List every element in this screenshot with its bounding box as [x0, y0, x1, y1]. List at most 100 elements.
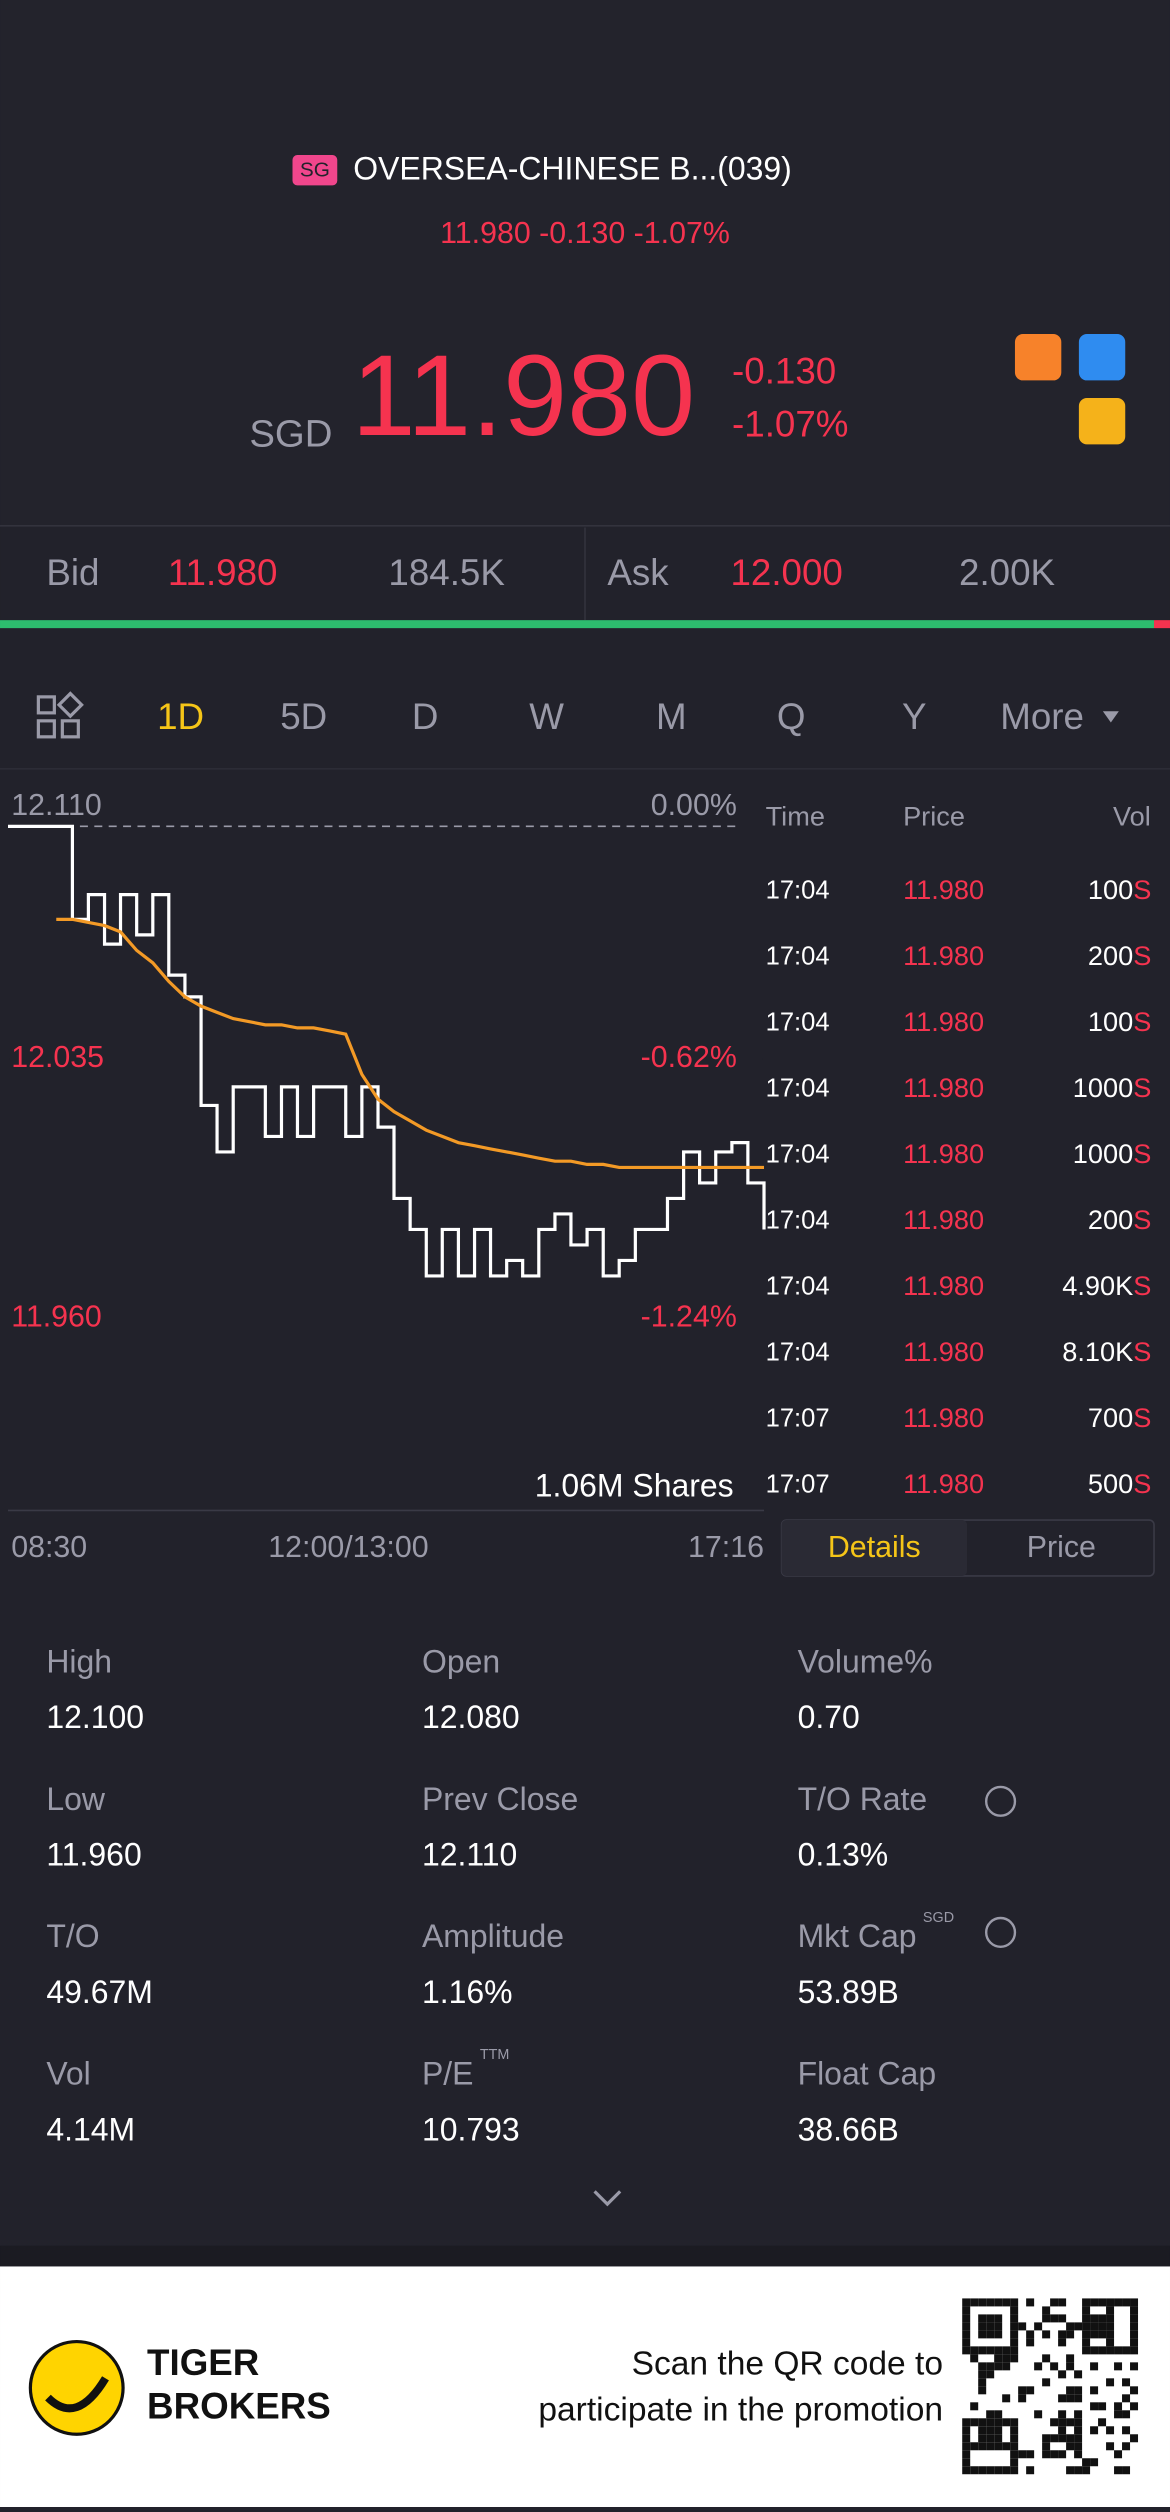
qr-cell: [1074, 2394, 1083, 2403]
ask-price: 12.000: [730, 552, 842, 593]
period-tab[interactable]: W: [529, 696, 564, 737]
qr-cell: [1050, 2450, 1059, 2459]
qr-cell: [1018, 2322, 1027, 2331]
icon-short[interactable]: [1014, 334, 1062, 381]
info-icon[interactable]: [984, 1916, 1017, 1948]
qr-cell: [1122, 2378, 1131, 2387]
bid-bar: [0, 620, 1155, 629]
period-tab[interactable]: Q: [777, 696, 806, 737]
trade-side: S: [1133, 1072, 1151, 1103]
icon-dollar[interactable]: [1078, 397, 1126, 445]
qr-cell: [1066, 2322, 1075, 2331]
qr-cell: [1074, 2466, 1083, 2475]
stat-label: Amplitude: [422, 1918, 564, 1954]
qr-cell: [1090, 2314, 1099, 2323]
period-tab[interactable]: D: [412, 696, 439, 737]
qr-cell: [1058, 2426, 1067, 2435]
qr-cell: [1058, 2394, 1067, 2403]
trade-time: 17:04: [766, 1273, 830, 1301]
trade-price: 11.980: [903, 1072, 984, 1103]
trade-side: S: [1133, 1270, 1151, 1301]
qr-cell: [994, 2314, 1003, 2323]
trade-price: 11.980: [903, 1204, 984, 1235]
period-tab[interactable]: 5D: [280, 696, 327, 737]
trade-vol: 4.90K: [1062, 1270, 1133, 1301]
qr-cell: [986, 2330, 995, 2339]
trade-time: 17:04: [766, 1009, 830, 1037]
qr-cell: [1050, 2298, 1059, 2307]
trade-side: S: [1133, 1468, 1151, 1499]
qr-cell: [962, 2450, 971, 2459]
qr-cell: [1002, 2466, 1011, 2475]
trade-vol: 700: [1088, 1402, 1133, 1433]
qr-cell: [986, 2314, 995, 2323]
stat-sup: TTM: [480, 2047, 510, 2063]
exchange: SG: [300, 159, 330, 182]
trade-vol: 1000: [1073, 1072, 1133, 1103]
qr-cell: [962, 2306, 971, 2315]
x-label: 08:30: [11, 1531, 87, 1564]
qr-cell: [1082, 2466, 1091, 2475]
detail-tab[interactable]: Details: [828, 1531, 921, 1564]
qr-cell: [962, 2426, 971, 2435]
stat-value: 0.13%: [798, 1837, 889, 1873]
info-icon[interactable]: [984, 1785, 1017, 1817]
qr-cell: [1130, 2298, 1139, 2307]
logo-stripe: [45, 2376, 109, 2413]
qr-code[interactable]: [962, 2298, 1139, 2475]
brand: BROKERS: [147, 2385, 331, 2426]
qr-cell: [1058, 2298, 1067, 2307]
qr-cell: [1130, 2306, 1139, 2315]
qr-cell: [1058, 2418, 1067, 2427]
qr-cell: [1002, 2394, 1011, 2403]
detail-tab[interactable]: Price: [1027, 1531, 1096, 1564]
grid-icon[interactable]: [36, 691, 84, 739]
period-tab[interactable]: More: [1000, 696, 1084, 737]
qr-cell: [962, 2434, 971, 2443]
qr-cell: [1130, 2434, 1139, 2443]
period-tab[interactable]: 1D: [157, 696, 204, 737]
x-label: 17:16: [688, 1531, 764, 1564]
qr-cell: [994, 2434, 1003, 2443]
qr-cell: [994, 2362, 1003, 2371]
qr-cell: [1114, 2466, 1123, 2475]
ask-size: 2.00K: [959, 552, 1056, 593]
qr-cell: [986, 2346, 995, 2355]
stat-label: Open: [422, 1643, 500, 1679]
expand-arrow[interactable]: [593, 2190, 622, 2207]
period-tab[interactable]: M: [656, 696, 687, 737]
qr-cell: [1018, 2394, 1027, 2403]
bid-size: 184.5K: [388, 552, 505, 593]
qr-cell: [1066, 2434, 1075, 2443]
qr-cell: [1130, 2346, 1139, 2355]
trade-header: Vol: [1113, 801, 1151, 832]
qr-cell: [1090, 2346, 1099, 2355]
trade-vol: 100: [1088, 1006, 1133, 1037]
qr-cell: [1106, 2306, 1115, 2315]
price-line: [7, 824, 766, 1278]
period-tab[interactable]: Y: [902, 696, 927, 737]
qr-cell: [1058, 2314, 1067, 2323]
qr-cell: [1010, 2346, 1019, 2355]
qr-cell: [1114, 2298, 1123, 2307]
qr-cell: [994, 2322, 1003, 2331]
trade-price: 11.980: [903, 874, 984, 905]
qr-cell: [978, 2434, 987, 2443]
trade-time: 17:04: [766, 1075, 830, 1103]
qr-cell: [1010, 2442, 1019, 2451]
trade-vol: 100: [1088, 874, 1133, 905]
qr-cell: [1122, 2298, 1131, 2307]
stat-value: 11.960: [46, 1837, 141, 1873]
separator: [0, 2245, 1170, 2267]
icon-flash[interactable]: [1078, 334, 1126, 381]
qr-cell: [1058, 2338, 1067, 2347]
qr-cell: [1066, 2442, 1075, 2451]
stat-value: 1.16%: [422, 1974, 513, 2010]
qr-cell: [1010, 2450, 1019, 2459]
qr-cell: [1098, 2298, 1107, 2307]
trade-price: 11.980: [903, 1402, 984, 1433]
stat-label: Volume%: [798, 1643, 933, 1679]
qr-cell: [1058, 2434, 1067, 2443]
qr-cell: [1130, 2386, 1139, 2395]
